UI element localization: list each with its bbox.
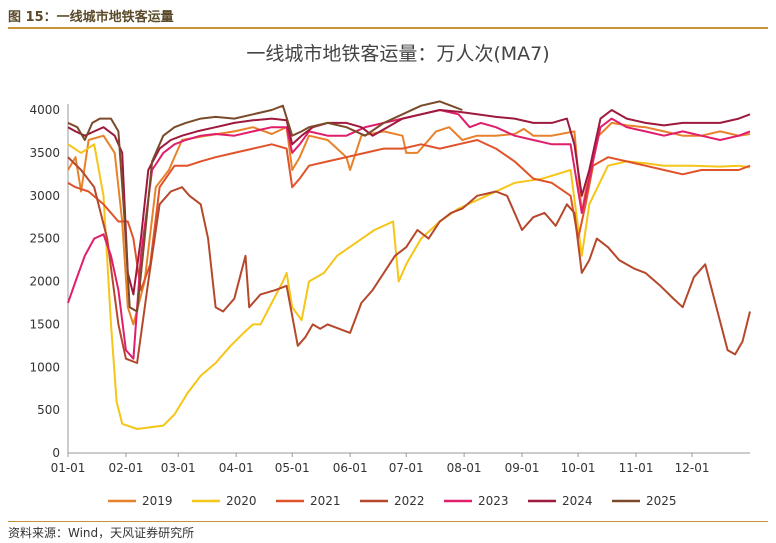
series-line-2022	[67, 156, 751, 364]
x-tick-label: 11-01	[619, 461, 654, 475]
legend-label-2021: 2021	[310, 494, 341, 508]
x-tick-label: 10-01	[561, 461, 596, 475]
legend-label-2023: 2023	[478, 494, 509, 508]
figure-caption: 图 15：一线城市地铁客运量	[8, 10, 174, 25]
line-chart: 一线城市地铁客运量：万人次(MA7) 0 500 1000 1500 2000 2500 3…	[29, 43, 751, 508]
series-line-2020	[67, 143, 751, 430]
chart-series	[67, 100, 751, 430]
y-tick-label: 500	[37, 403, 60, 417]
legend-label-2024: 2024	[562, 494, 593, 508]
x-tick-label: 12-01	[675, 461, 710, 475]
x-tick-label: 06-01	[333, 461, 368, 475]
y-tick-label: 1000	[29, 360, 60, 374]
chart-title: 一线城市地铁客运量：万人次(MA7)	[246, 43, 549, 65]
x-tick-label: 05-01	[275, 461, 310, 475]
legend-label-2020: 2020	[226, 494, 257, 508]
legend-label-2022: 2022	[394, 494, 425, 508]
x-tick-label: 07-01	[389, 461, 424, 475]
y-tick-label: 4000	[29, 103, 60, 117]
y-tick-label: 1500	[29, 317, 60, 331]
y-tick-label: 2500	[29, 232, 60, 246]
y-tick-label: 0	[52, 446, 60, 460]
series-line-2019	[67, 121, 751, 326]
series-line-2021	[67, 139, 751, 292]
x-tick-label: 01-01	[51, 461, 86, 475]
series-line-2024	[67, 109, 751, 296]
legend-label-2025: 2025	[646, 494, 677, 508]
bottom-divider	[8, 521, 768, 522]
x-tick-label: 02-01	[108, 461, 143, 475]
x-tick-label: 04-01	[219, 461, 254, 475]
y-tick-label: 3500	[29, 146, 60, 160]
chart-legend: 2019 2020 2021 2022 2023 2024 2025	[108, 494, 677, 508]
x-tick-label: 03-01	[161, 461, 196, 475]
x-tick-label: 08-01	[447, 461, 482, 475]
x-tick-label: 09-01	[505, 461, 540, 475]
y-tick-label: 3000	[29, 189, 60, 203]
top-divider	[8, 27, 768, 29]
chart-axes: 0 500 1000 1500 2000 2500 3000 3500 4000 01-01 02-…	[29, 103, 750, 475]
legend-label-2019: 2019	[142, 494, 173, 508]
y-tick-label: 2000	[29, 275, 60, 289]
source-note: 资料来源：Wind，天风证券研究所	[8, 526, 195, 540]
series-line-2025	[67, 100, 463, 313]
